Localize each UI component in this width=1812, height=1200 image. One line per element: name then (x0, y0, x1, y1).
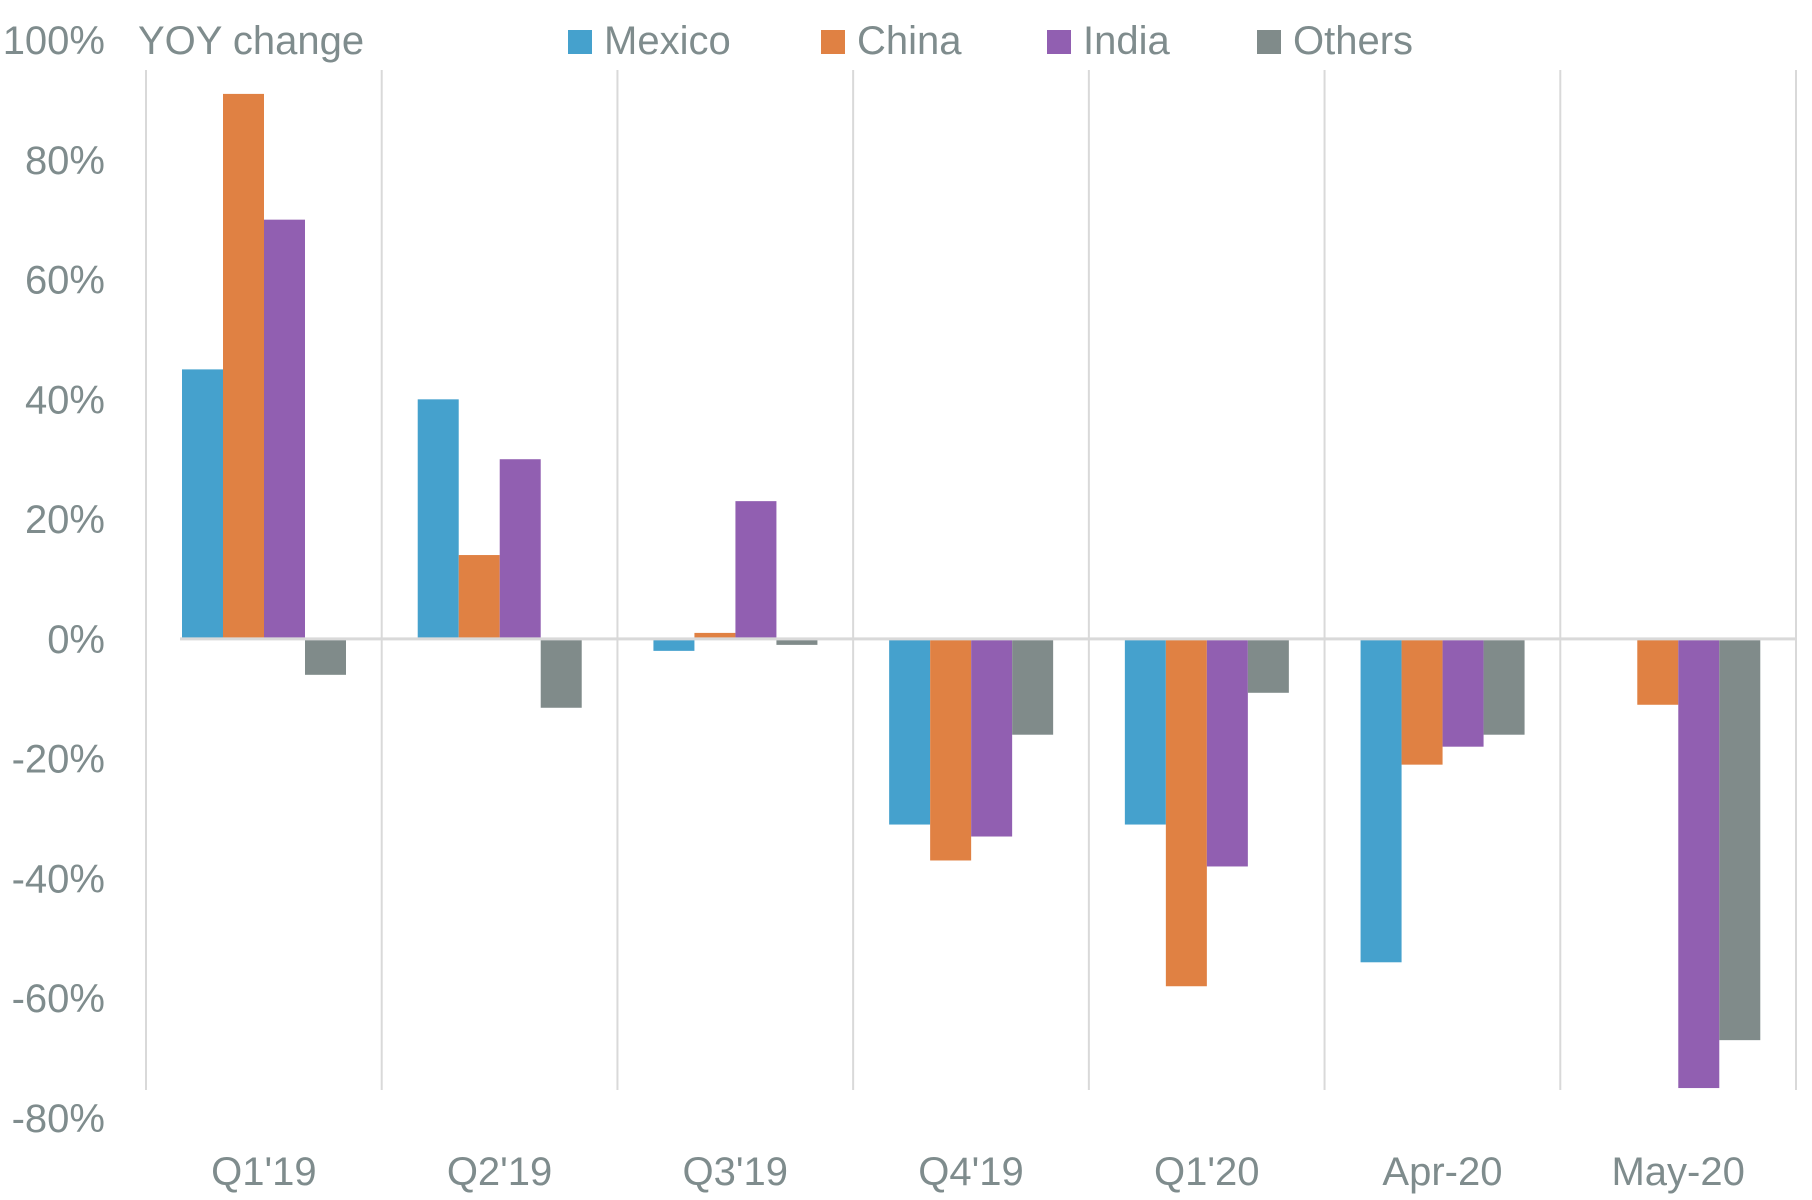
y-tick-label: 40% (25, 378, 105, 422)
bar-india-3 (971, 638, 1013, 837)
y-tick-label: -20% (12, 738, 105, 782)
bar-mexico-4 (1124, 638, 1166, 825)
legend-swatch-mexico (568, 30, 592, 54)
x-tick-label: Q1'19 (211, 1150, 317, 1194)
x-tick-label: Apr-20 (1382, 1150, 1502, 1194)
category-dividers (145, 70, 1797, 1090)
y-tick-label: 100% (3, 19, 105, 63)
bar-others-0 (305, 638, 346, 675)
legend-label-china: China (857, 19, 962, 63)
bar-mexico-5 (1360, 638, 1402, 963)
bar-others-3 (1012, 638, 1054, 735)
bar-mexico-1 (417, 399, 459, 639)
y-axis-label: YOY change (138, 19, 364, 63)
bar-china-1 (458, 555, 500, 639)
legend-label-india: India (1083, 19, 1170, 63)
y-tick-label: 20% (25, 498, 105, 542)
y-tick-label: -40% (12, 857, 105, 901)
bar-others-5 (1483, 638, 1525, 735)
y-tick-label: 80% (25, 139, 105, 183)
bar-india-1 (499, 459, 541, 639)
legend-swatch-china (821, 30, 845, 54)
bar-others-4 (1247, 638, 1289, 693)
x-axis-ticks: Q1'19 Q2'19 Q3'19 Q4'19 Q1'20 Apr-20 May-20 (211, 1150, 1745, 1194)
bar-china-6 (1637, 638, 1679, 705)
legend: Mexico China India Others (568, 19, 1413, 63)
bar-china-0 (223, 93, 264, 639)
bar-india-6 (1678, 638, 1720, 1089)
bar-india-2 (735, 501, 777, 639)
bar-china-4 (1165, 638, 1207, 987)
bar-india-4 (1206, 638, 1248, 867)
y-axis-ticks: 100% 80% 60% 40% 20% 0% -20% -40% -60% -80% (3, 19, 105, 1141)
x-tick-label: May-20 (1611, 1150, 1744, 1194)
x-tick-label: Q4'19 (918, 1150, 1024, 1194)
bar-china-5 (1401, 638, 1443, 765)
x-tick-label: Q2'19 (447, 1150, 553, 1194)
y-tick-label: 60% (25, 259, 105, 303)
bar-india-5 (1442, 638, 1484, 747)
y-tick-label: -80% (12, 1097, 105, 1141)
bar-mexico-2 (653, 638, 695, 651)
legend-label-mexico: Mexico (604, 19, 731, 63)
bar-india-0 (264, 219, 305, 639)
x-tick-label: Q1'20 (1154, 1150, 1260, 1194)
bar-china-3 (930, 638, 972, 861)
bar-mexico-0 (182, 369, 223, 639)
y-tick-label: 0% (47, 618, 105, 662)
bar-others-1 (540, 638, 582, 708)
bars (182, 93, 1761, 1089)
bar-china-2 (694, 632, 736, 639)
y-tick-label: -60% (12, 977, 105, 1021)
bar-others-2 (776, 638, 818, 645)
x-tick-label: Q3'19 (683, 1150, 789, 1194)
bar-mexico-3 (889, 638, 931, 825)
legend-swatch-india (1047, 30, 1071, 54)
bar-others-6 (1719, 638, 1761, 1041)
legend-swatch-others (1257, 30, 1281, 54)
legend-label-others: Others (1293, 19, 1413, 63)
